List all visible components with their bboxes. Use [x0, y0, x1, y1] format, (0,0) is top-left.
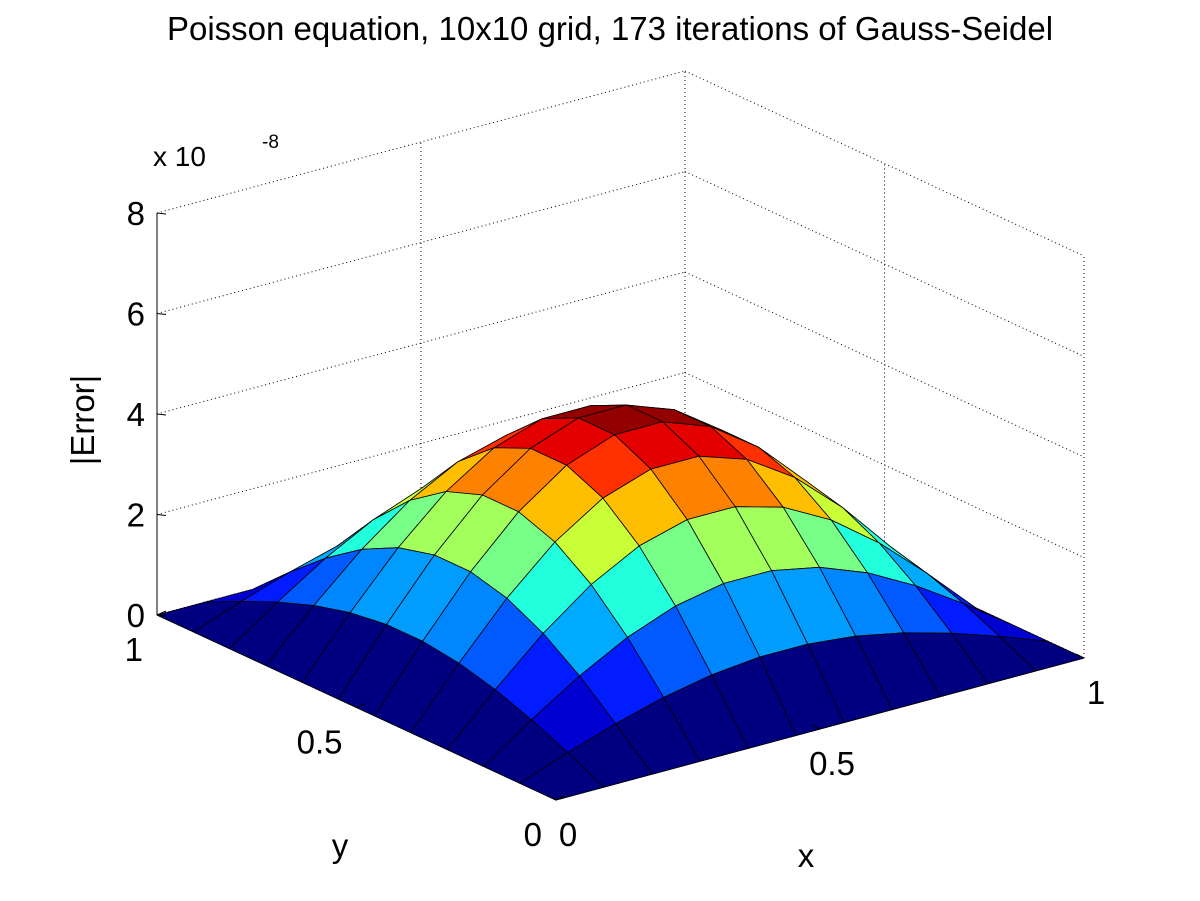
z-gridline-back-3 [156, 171, 686, 314]
y-tick-label-2: 1 [125, 631, 143, 668]
z-tick-label-3: 6 [127, 296, 145, 333]
x-tick-label-2: 1 [1087, 674, 1105, 711]
surface-cell [519, 752, 605, 801]
z-exponent-base: x 10 [153, 141, 206, 172]
x-tick-mark-1 [811, 724, 821, 730]
y-tick-mark-1 [356, 703, 366, 708]
z-tick-mark-2 [156, 413, 167, 416]
x-tick-label-1: 0.5 [809, 745, 855, 782]
z-tick-label-0: 0 [127, 597, 145, 634]
surface-layer [156, 404, 1085, 801]
z-tick-mark-4 [156, 212, 167, 215]
y-tick-label-0: 0 [524, 816, 542, 853]
x-tick-label-0: 0 [559, 816, 577, 853]
x-tick-mark-0 [547, 795, 557, 801]
y-tick-mark-0 [555, 795, 566, 801]
y-tick-label-1: 0.5 [297, 724, 343, 761]
y-axis-label: y [332, 827, 349, 864]
y-tick-mark-2 [156, 610, 167, 616]
x-tick-mark-2 [1075, 653, 1085, 659]
x-axis-label: x [798, 837, 815, 874]
z-tick-label-4: 8 [127, 195, 145, 232]
z-exponent-power: -8 [262, 132, 279, 153]
z-tick-label-1: 2 [127, 497, 145, 534]
chart-title: Poisson equation, 10x10 grid, 173 iterat… [167, 10, 1053, 47]
z-tick-mark-0 [156, 614, 167, 617]
z-tick-label-2: 4 [127, 396, 145, 433]
z-axis-label: |Error| [64, 375, 101, 465]
z-tick-mark-3 [156, 313, 167, 315]
z-tick-mark-1 [156, 514, 167, 516]
